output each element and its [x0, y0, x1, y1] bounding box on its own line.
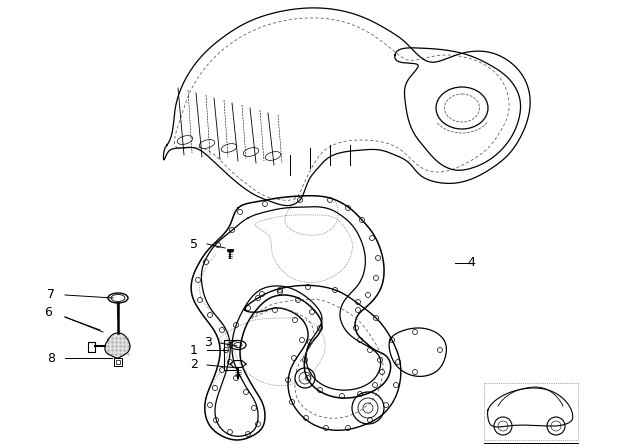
Polygon shape — [105, 333, 130, 358]
Text: 4: 4 — [467, 257, 475, 270]
Text: 2: 2 — [190, 358, 198, 371]
Text: 6: 6 — [44, 306, 52, 319]
Text: 7: 7 — [47, 289, 55, 302]
Text: 5: 5 — [190, 237, 198, 250]
Text: 8: 8 — [47, 352, 55, 365]
Text: 1: 1 — [190, 344, 198, 357]
Text: 3: 3 — [204, 336, 212, 349]
